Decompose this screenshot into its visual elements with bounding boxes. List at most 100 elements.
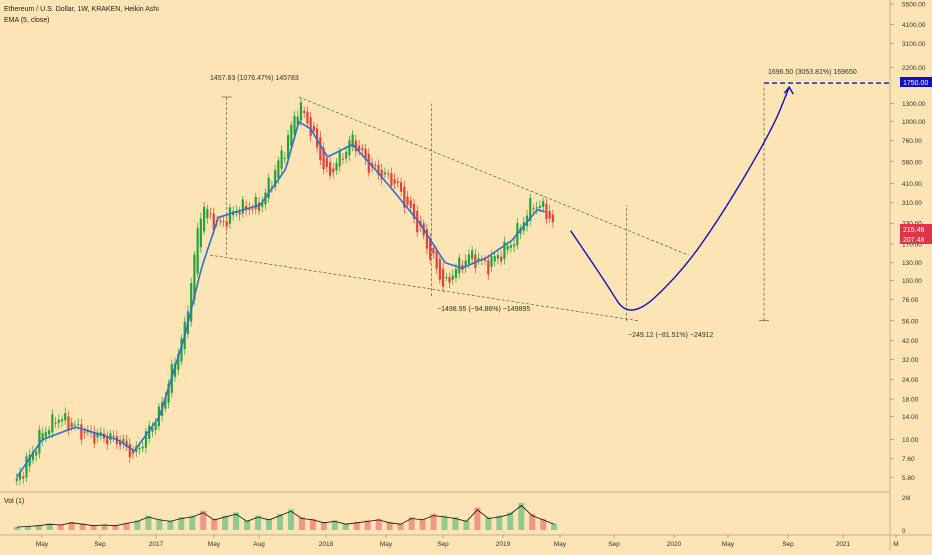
candle-body <box>257 202 261 212</box>
candle-body <box>22 476 25 479</box>
candle-body <box>299 102 303 121</box>
candle-body <box>274 170 277 188</box>
volume-bar <box>287 509 294 530</box>
volume-bar <box>342 523 349 530</box>
volume-bar <box>101 524 108 530</box>
volume-label: Vol (1) <box>4 498 25 505</box>
x-tick-label: May <box>36 541 49 548</box>
y-tick-label: 4100.00 <box>902 22 926 29</box>
volume-bar <box>540 518 547 530</box>
volume-ma-line <box>16 504 555 528</box>
candle-body <box>199 218 202 248</box>
volume-bar <box>57 524 64 530</box>
candle-body <box>296 116 299 125</box>
candle-body <box>222 221 225 223</box>
volume-bar <box>35 525 42 530</box>
candle-body <box>509 245 512 248</box>
candle-body <box>138 448 141 450</box>
candle-body <box>335 162 338 171</box>
candle-body <box>477 258 480 261</box>
candle-body <box>412 203 416 219</box>
candle-body <box>364 149 367 160</box>
last-close-badge <box>900 224 932 234</box>
candle-body <box>196 228 199 274</box>
candle-body <box>303 110 306 113</box>
candle-body <box>458 257 461 274</box>
volume-bar <box>24 526 31 530</box>
volume-bar <box>266 518 273 530</box>
volume-bar <box>518 502 525 530</box>
candle-body <box>119 440 122 446</box>
candle-body <box>109 433 112 441</box>
candle-body <box>435 250 438 269</box>
candle-body <box>474 254 477 268</box>
candle-body <box>345 151 348 159</box>
candle-body <box>409 200 412 208</box>
volume-bar <box>386 522 393 530</box>
price-axis[interactable]: 5500.00 4100.00 3100.00 2200.00 1300.00 1000.… <box>890 2 926 482</box>
time-axis[interactable]: May Sep 2017 May Aug 2018 May Sep 2019 May Sep 2020… <box>36 535 899 548</box>
candle-body <box>228 207 232 224</box>
candle-body <box>542 201 545 207</box>
candle-body <box>328 162 332 176</box>
candle-body <box>535 207 538 209</box>
ema-badge-text: 207.48 <box>903 237 925 244</box>
volume-bar <box>529 514 536 530</box>
y-tick-label: 5.80 <box>902 475 915 482</box>
x-tick-label: Aug <box>253 541 265 548</box>
candle-body <box>383 172 387 175</box>
volume-bar <box>364 520 371 530</box>
volume-bar <box>430 514 437 530</box>
x-tick-label: Sep <box>608 541 620 548</box>
x-tick-label: Sep <box>782 541 794 548</box>
annotation-labels: 1457.83 (1076.47%) 145783 −1498.95 (−94.… <box>210 69 857 339</box>
candle-body <box>377 164 380 175</box>
candle-body <box>225 221 228 227</box>
projection-group[interactable] <box>570 82 890 311</box>
volume-bar <box>156 518 163 530</box>
y-tick-label: 760.00 <box>902 138 922 145</box>
volume-bar <box>397 523 404 530</box>
candle-body <box>28 454 31 467</box>
candle-body <box>348 140 351 156</box>
candle-body <box>416 211 419 233</box>
volume-bar <box>68 522 75 530</box>
volume-bar <box>463 520 470 530</box>
candle-body <box>151 427 154 432</box>
x-tick-label: Sep <box>94 541 106 548</box>
y-tick-label: 14.00 <box>902 414 919 421</box>
candle-body <box>283 157 286 160</box>
volume-bar <box>276 514 283 530</box>
candle-body <box>125 440 128 448</box>
candle-body <box>425 229 429 249</box>
volume-bar <box>145 515 152 530</box>
y-tick-label: 1000.00 <box>902 119 926 126</box>
candle-body <box>312 126 315 131</box>
volume-bar <box>309 518 316 530</box>
candle-body <box>244 206 248 211</box>
candle-body <box>148 425 151 439</box>
candle-body <box>38 429 41 454</box>
candle-body <box>529 197 532 221</box>
volume-bar <box>167 520 174 530</box>
volume-bar <box>123 522 130 530</box>
candle-body <box>277 160 280 179</box>
volume-bar <box>244 520 251 530</box>
candle-body <box>57 419 60 424</box>
candle-body <box>483 259 487 261</box>
y-tick-label: 410.00 <box>902 181 922 188</box>
candle-body <box>496 254 500 259</box>
chart-title: Ethereum / U.S. Dollar, 1W, KRAKEN, Heik… <box>4 6 159 13</box>
y-tick-label: 24.00 <box>902 377 919 384</box>
peak-measure-label: 1457.83 (1076.47%) 145783 <box>210 75 299 82</box>
candle-body <box>96 432 99 438</box>
trendlines[interactable] <box>209 96 689 322</box>
x-tick-label: May <box>554 541 567 548</box>
indicator-label: EMA (5, close) <box>4 17 50 24</box>
candle-body <box>83 431 86 433</box>
candle-body <box>448 277 451 283</box>
drop-measure-label: −1498.95 (−94.86%) −149895 <box>437 306 530 313</box>
candle-body <box>406 196 409 205</box>
